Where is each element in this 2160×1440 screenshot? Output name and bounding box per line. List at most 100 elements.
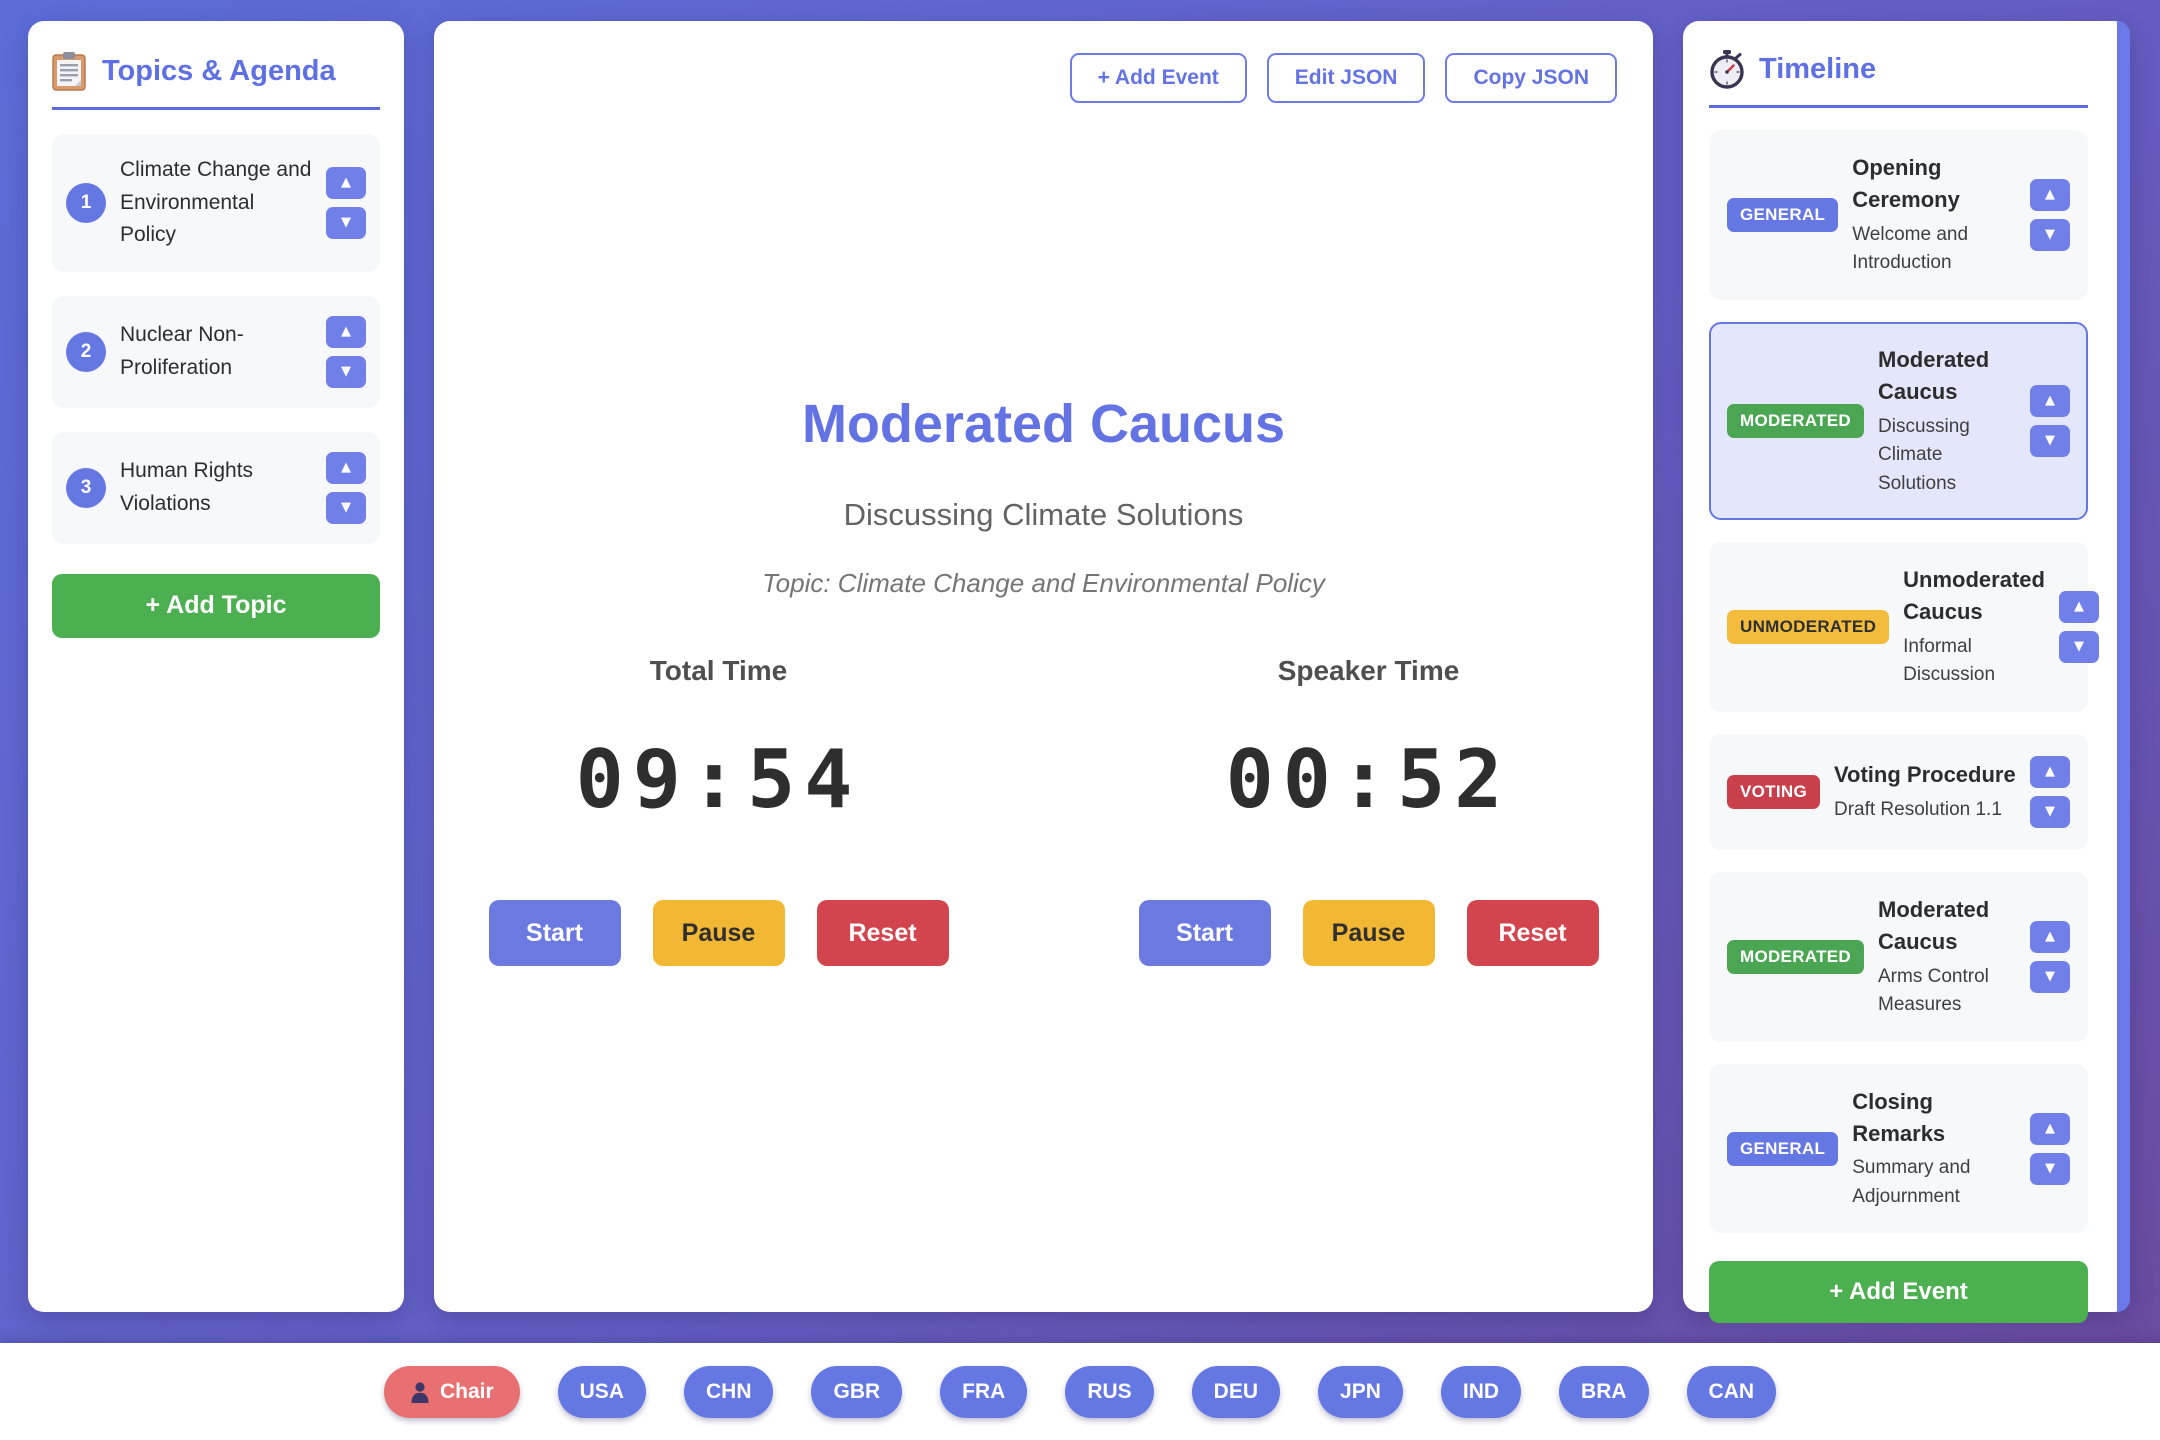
- timeline-event[interactable]: MODERATED Moderated Caucus Arms Control …: [1709, 871, 2088, 1042]
- country-pill-fra[interactable]: FRA: [940, 1365, 1028, 1418]
- event-text: Moderated Caucus Discussing Climate Solu…: [1878, 344, 2016, 498]
- event-reorder-controls: ▲ ▼: [2030, 920, 2070, 993]
- chevron-up-icon: ▲: [2073, 599, 2084, 615]
- chevron-up-icon: ▲: [2045, 1121, 2055, 1137]
- move-up-button[interactable]: ▲: [2030, 1112, 2070, 1145]
- move-up-button[interactable]: ▲: [2030, 178, 2070, 211]
- event-type-badge: VOTING: [1727, 774, 1820, 809]
- chair-pill[interactable]: Chair: [383, 1365, 520, 1418]
- move-up-button[interactable]: ▲: [2030, 384, 2070, 417]
- timer-controls: Start Pause Reset: [488, 900, 949, 966]
- timeline-panel-title: Timeline: [1759, 52, 1877, 85]
- add-timeline-event-button[interactable]: + Add Event: [1709, 1261, 2088, 1324]
- timeline-event[interactable]: GENERAL Closing Remarks Summary and Adjo…: [1709, 1063, 2088, 1234]
- event-reorder-controls: ▲ ▼: [2030, 1112, 2070, 1185]
- event-subtitle: Welcome and Introduction: [1852, 223, 1969, 274]
- clipboard-icon: [52, 51, 88, 91]
- move-up-button[interactable]: ▲: [2058, 590, 2099, 623]
- pause-button[interactable]: Pause: [652, 900, 785, 966]
- current-topic-line: Topic: Climate Change and Environmental …: [762, 568, 1325, 598]
- chevron-up-icon: ▲: [341, 324, 351, 340]
- event-text: Voting Procedure Draft Resolution 1.1: [1834, 759, 2016, 824]
- move-up-button[interactable]: ▲: [326, 166, 366, 199]
- timeline-event[interactable]: VOTING Voting Procedure Draft Resolution…: [1709, 733, 2088, 850]
- event-type-badge: MODERATED: [1727, 939, 1864, 974]
- timer-controls: Start Pause Reset: [1138, 900, 1599, 966]
- country-pill-bra[interactable]: BRA: [1559, 1365, 1649, 1418]
- event-subtitle: Draft Resolution 1.1: [1833, 799, 2002, 821]
- chevron-up-icon: ▲: [2045, 764, 2055, 780]
- stopwatch-icon: [1709, 49, 1745, 89]
- topic-reorder-controls: ▲ ▼: [326, 166, 366, 239]
- chair-pill-label: Chair: [439, 1379, 494, 1403]
- start-button[interactable]: Start: [1138, 900, 1271, 966]
- add-event-button[interactable]: + Add Event: [1069, 53, 1247, 103]
- move-down-button[interactable]: ▼: [326, 491, 366, 524]
- move-up-button[interactable]: ▲: [2030, 920, 2070, 953]
- edit-json-button[interactable]: Edit JSON: [1266, 53, 1426, 103]
- country-pill-rus[interactable]: RUS: [1065, 1365, 1154, 1418]
- chevron-up-icon: ▲: [2045, 187, 2055, 203]
- event-type-badge: GENERAL: [1727, 197, 1839, 232]
- chevron-up-icon: ▲: [2045, 929, 2055, 945]
- topic-number-badge: 3: [66, 467, 106, 508]
- event-title: Closing Remarks: [1852, 1088, 1946, 1146]
- event-subtitle: Arms Control Measures: [1878, 965, 1989, 1016]
- topic-item[interactable]: 1 Climate Change and Environmental Polic…: [52, 134, 380, 272]
- pause-button[interactable]: Pause: [1302, 900, 1435, 966]
- event-title: Opening Ceremony: [1852, 155, 1960, 212]
- country-pill-deu[interactable]: DEU: [1191, 1365, 1281, 1418]
- topic-item[interactable]: 3 Human Rights Violations ▲ ▼: [52, 431, 380, 544]
- current-event-subtitle: Discussing Climate Solutions: [843, 497, 1244, 532]
- timer-label: Total Time: [649, 655, 788, 686]
- main-row: Topics & Agenda 1 Climate Change and Env…: [28, 21, 2130, 1324]
- add-topic-button[interactable]: + Add Topic: [52, 573, 380, 638]
- timer-value: 00:52: [1225, 733, 1512, 826]
- reset-button[interactable]: Reset: [1466, 900, 1599, 966]
- move-down-button[interactable]: ▼: [2030, 795, 2070, 828]
- country-pill-can[interactable]: CAN: [1686, 1365, 1777, 1418]
- move-down-button[interactable]: ▼: [2030, 1152, 2070, 1185]
- move-down-button[interactable]: ▼: [326, 206, 366, 239]
- move-down-button[interactable]: ▼: [326, 355, 366, 388]
- move-down-button[interactable]: ▼: [2058, 630, 2099, 663]
- country-pill-jpn[interactable]: JPN: [1318, 1365, 1403, 1418]
- country-pill-usa[interactable]: USA: [557, 1365, 646, 1418]
- move-up-button[interactable]: ▲: [2030, 755, 2070, 788]
- chevron-down-icon: ▼: [2045, 227, 2055, 243]
- event-title: Moderated Caucus: [1878, 896, 1990, 954]
- topic-number-badge: 2: [66, 331, 106, 372]
- topics-panel: Topics & Agenda 1 Climate Change and Env…: [28, 21, 404, 1312]
- current-event-title: Moderated Caucus: [801, 394, 1286, 454]
- topic-reorder-controls: ▲ ▼: [326, 315, 366, 388]
- event-reorder-controls: ▲ ▼: [2030, 384, 2070, 457]
- current-event-panel: + Add Event Edit JSON Copy JSON Moderate…: [434, 21, 1653, 1312]
- panel-actions: + Add Event Edit JSON Copy JSON: [1069, 53, 1617, 103]
- event-reorder-controls: ▲ ▼: [2030, 755, 2070, 828]
- copy-json-button[interactable]: Copy JSON: [1445, 53, 1617, 103]
- event-text: Moderated Caucus Arms Control Measures: [1878, 894, 2016, 1020]
- country-pill-ind[interactable]: IND: [1440, 1365, 1522, 1418]
- timeline-panel: Timeline GENERAL Opening Ceremony Welcom…: [1683, 21, 2130, 1324]
- country-pill-chn[interactable]: CHN: [683, 1365, 774, 1418]
- chevron-down-icon: ▼: [341, 500, 351, 516]
- timeline-event[interactable]: GENERAL Opening Ceremony Welcome and Int…: [1709, 130, 2088, 300]
- topic-label: Climate Change and Environmental Policy: [120, 158, 312, 247]
- move-down-button[interactable]: ▼: [2030, 218, 2070, 251]
- event-title: Moderated Caucus: [1878, 346, 1990, 404]
- timeline-scrollbar[interactable]: [2117, 21, 2130, 1312]
- move-up-button[interactable]: ▲: [326, 315, 366, 348]
- chevron-down-icon: ▼: [2045, 804, 2055, 820]
- timeline-event-selected[interactable]: MODERATED Moderated Caucus Discussing Cl…: [1709, 321, 2088, 521]
- start-button[interactable]: Start: [488, 900, 621, 966]
- total-timer: Total Time 09:54 Start Pause Reset: [488, 655, 949, 966]
- timeline-event[interactable]: UNMODERATED Unmoderated Caucus Informal …: [1709, 542, 2099, 712]
- reset-button[interactable]: Reset: [816, 900, 949, 966]
- chevron-down-icon: ▼: [2045, 433, 2055, 449]
- country-pill-gbr[interactable]: GBR: [811, 1365, 903, 1418]
- move-down-button[interactable]: ▼: [2030, 424, 2070, 457]
- move-up-button[interactable]: ▲: [326, 451, 366, 484]
- topic-item[interactable]: 2 Nuclear Non-Proliferation ▲ ▼: [52, 295, 380, 408]
- timeline-panel-header: Timeline: [1709, 49, 2088, 108]
- move-down-button[interactable]: ▼: [2030, 960, 2070, 993]
